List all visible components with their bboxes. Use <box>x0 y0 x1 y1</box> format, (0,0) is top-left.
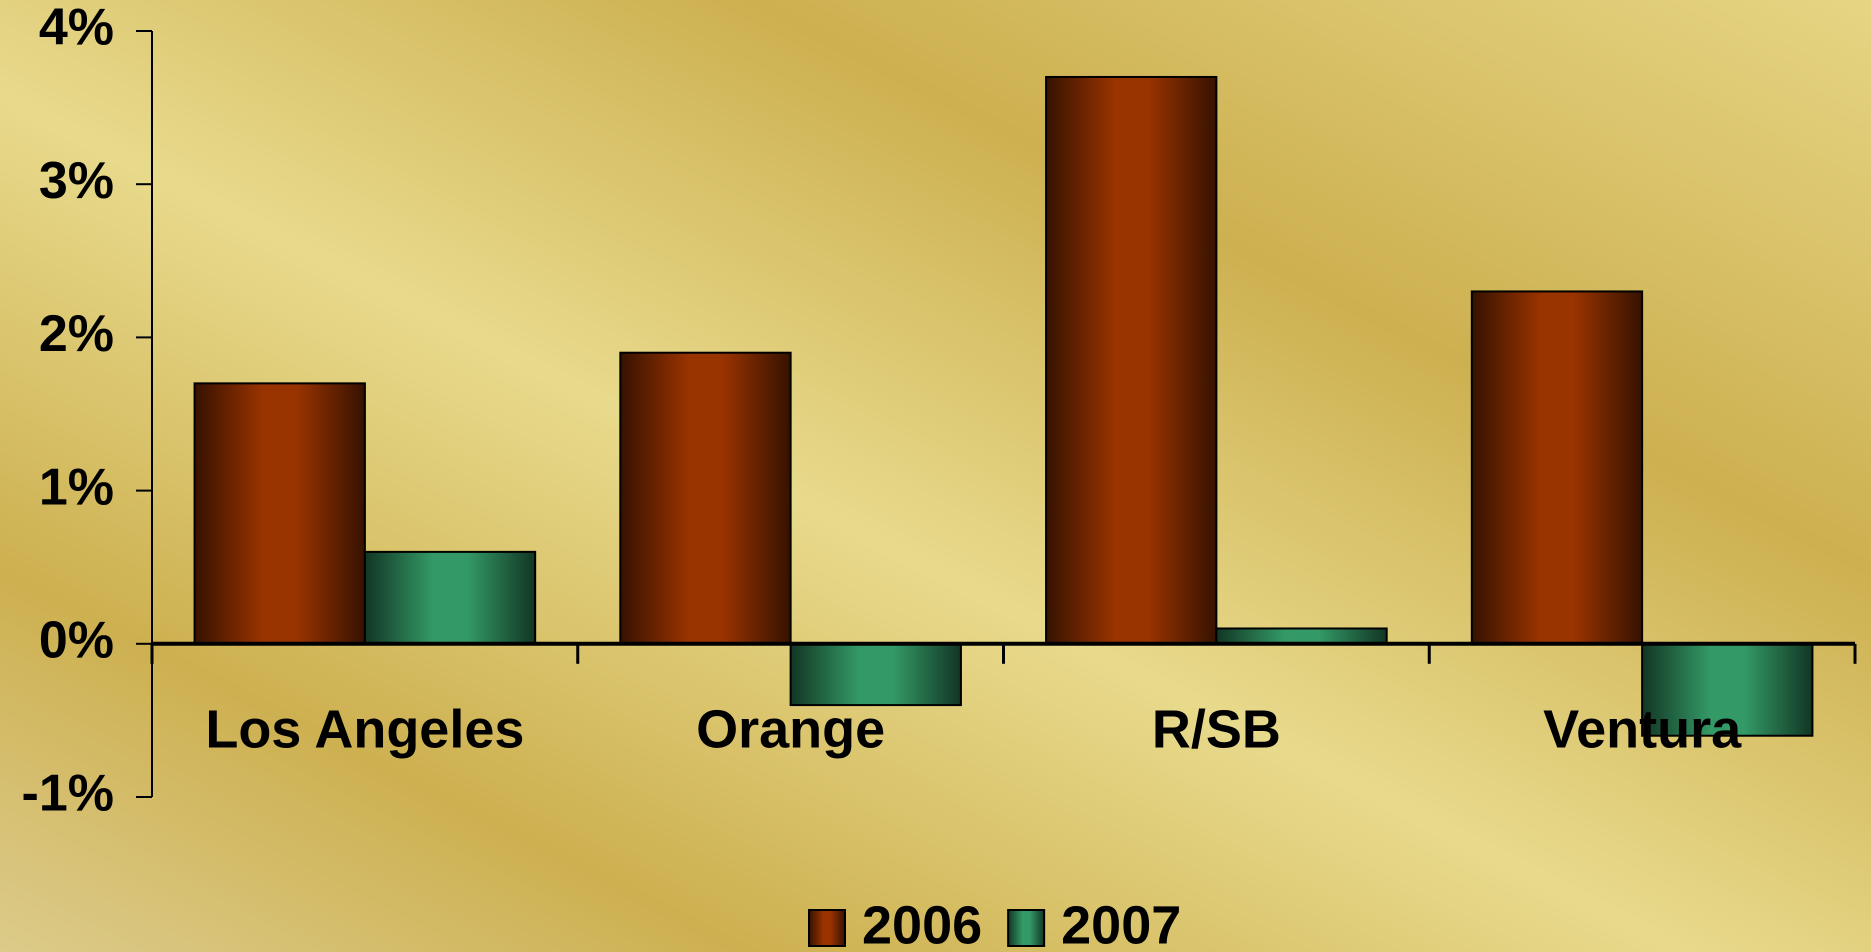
y-tick-label: 0% <box>39 612 114 670</box>
bar <box>1470 290 1644 645</box>
bar <box>1045 75 1218 645</box>
y-tick-label: 3% <box>39 152 114 210</box>
bar <box>193 382 366 645</box>
x-tick-label: R/SB <box>1152 699 1281 759</box>
legend-label: 2007 <box>1061 895 1181 952</box>
y-tick-label: 1% <box>39 458 114 516</box>
legend-label: 2006 <box>862 895 982 952</box>
legend-swatch <box>808 909 846 947</box>
y-tick-label: 4% <box>39 0 114 57</box>
bar <box>619 351 792 645</box>
y-tick-label: -1% <box>22 765 114 823</box>
legend-swatch <box>1007 909 1046 947</box>
bar <box>789 642 962 707</box>
x-tick-label: Orange <box>696 699 885 759</box>
bar <box>363 550 537 645</box>
bar <box>1215 627 1388 645</box>
x-tick-label: Los Angeles <box>205 699 524 759</box>
x-tick-label: Ventura <box>1543 699 1742 759</box>
y-tick-label: 2% <box>39 305 114 363</box>
legend: 2006 2007 <box>808 895 1181 952</box>
